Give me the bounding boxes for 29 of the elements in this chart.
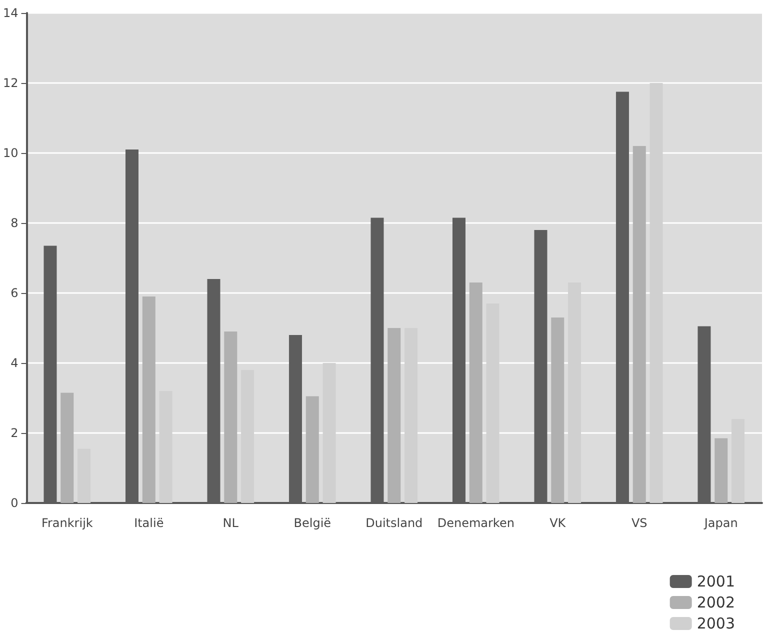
y-tick-label: 10 <box>2 146 18 160</box>
x-tick-label: Japan <box>703 516 738 530</box>
legend-label: 2001 <box>696 572 736 590</box>
y-tick-label: 12 <box>2 76 18 90</box>
bar <box>306 396 319 503</box>
legend-label: 2002 <box>696 594 736 612</box>
x-tick-label: België <box>294 516 332 530</box>
y-tick-label: 14 <box>2 6 18 20</box>
y-tick-label: 6 <box>10 286 18 300</box>
bar <box>469 282 482 503</box>
bar <box>142 296 156 503</box>
x-tick-label: VS <box>631 516 648 530</box>
bar <box>551 318 564 503</box>
x-tick-label: Duitsland <box>366 516 423 530</box>
bar <box>224 332 238 503</box>
x-tick-label: Frankrijk <box>41 516 93 530</box>
bar <box>632 146 646 503</box>
y-tick-label: 2 <box>10 426 18 440</box>
x-tick-label: NL <box>222 516 239 530</box>
x-tick-label: VK <box>550 516 567 530</box>
bar <box>388 328 401 503</box>
legend-label: 2003 <box>696 614 736 632</box>
x-tick-label: Italië <box>134 516 164 530</box>
x-tick-label: Denemarken <box>437 516 514 530</box>
bar <box>60 392 74 503</box>
y-tick-label: 8 <box>10 216 18 230</box>
y-tick-label: 0 <box>10 496 18 510</box>
bar <box>714 438 728 503</box>
y-tick-label: 4 <box>10 356 18 370</box>
